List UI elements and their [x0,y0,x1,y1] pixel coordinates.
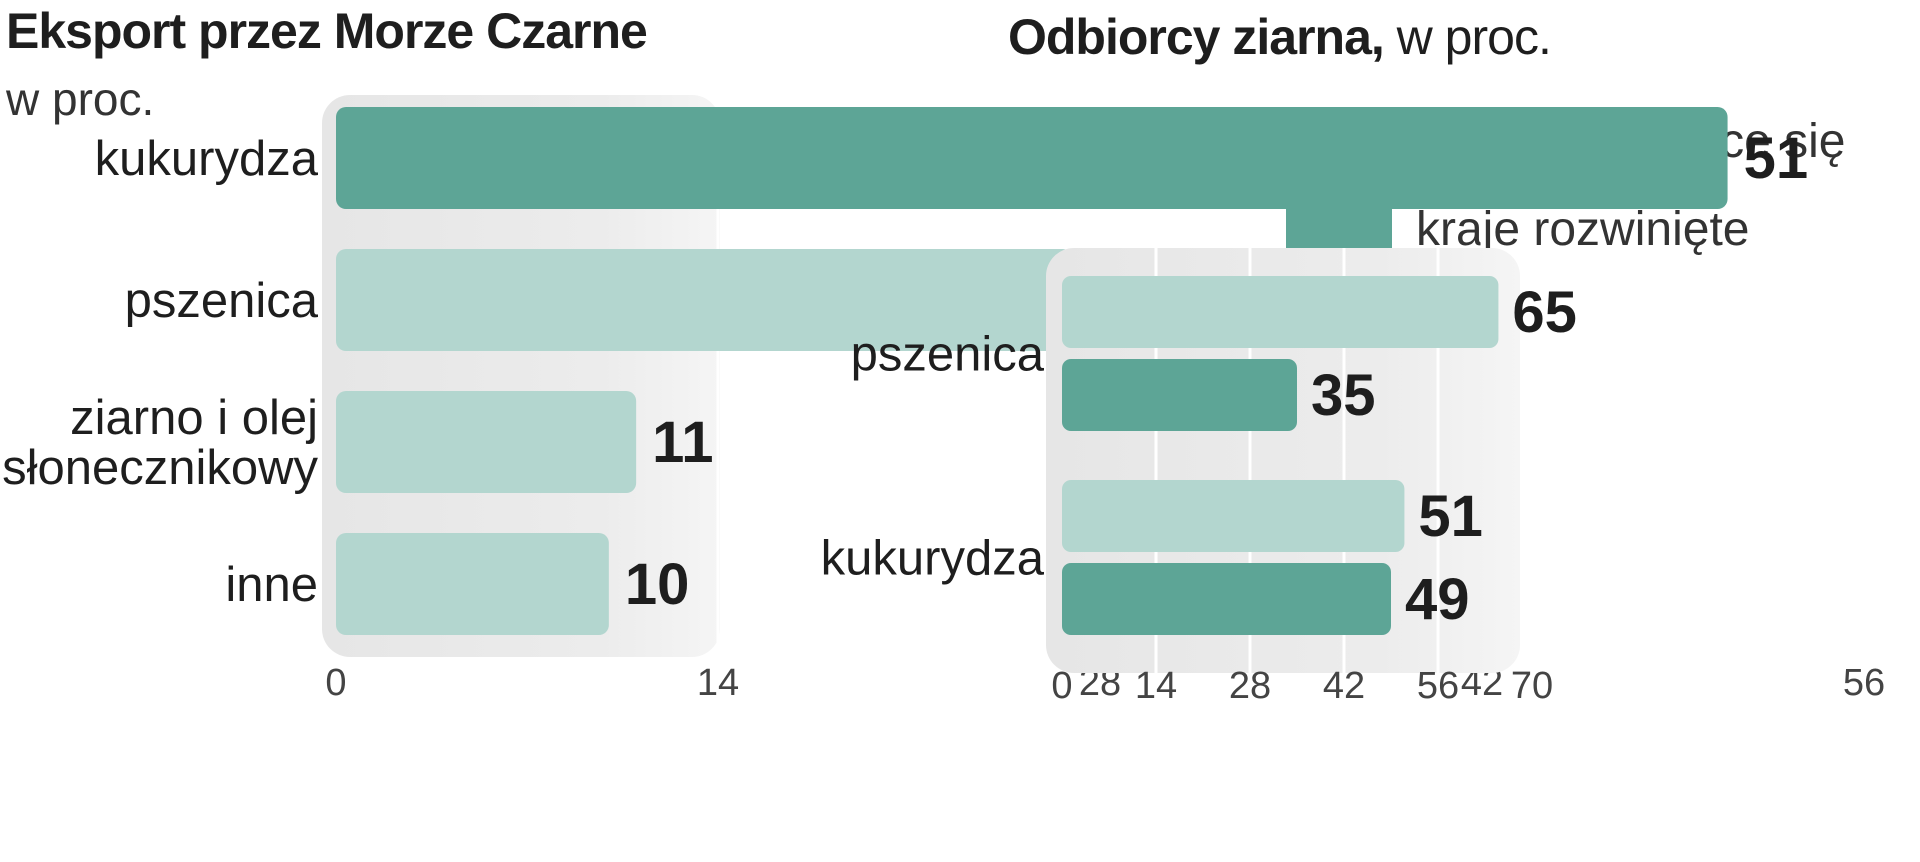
chart2-title-main: Odbiorcy ziarna, [1008,9,1385,65]
chart1-panel [322,95,720,657]
chart2-tick-label: 70 [1511,665,1553,707]
chart2-value-label: 35 [1311,363,1376,428]
chart2-value-label: 49 [1405,567,1470,632]
chart2-title: Odbiorcy ziarna, w proc. [1008,8,1552,66]
chart1-tick-label: 14 [697,662,739,704]
chart1-value-label: 11 [652,410,713,475]
chart1-tick-label: 0 [325,662,346,704]
chart1-subtitle: w proc. [6,73,155,125]
chart2-bar [1062,563,1391,635]
chart1-category-label: ziarno i olej [70,391,318,445]
chart2-title-unit: w proc. [1383,9,1552,65]
chart1-category-label: inne [225,558,318,612]
chart2-value-label: 65 [1512,280,1577,345]
legend-label-developed: kraje rozwinięte [1416,202,1750,256]
chart1-category-label: słonecznikowy [2,441,318,495]
chart2-tick-label: 0 [1051,665,1072,707]
chart1-value-label: 51 [1744,126,1809,191]
chart2-value-label: 51 [1418,484,1483,549]
chart1-bar [336,391,637,493]
chart2-category-label: pszenica [851,328,1045,382]
chart2-tick-label: 56 [1417,665,1459,707]
chart1-bar [336,107,1728,209]
chart2-tick-label: 14 [1135,665,1177,707]
chart2-category-label: kukurydza [821,532,1045,586]
chart1-category-label: pszenica [125,274,319,328]
chart1-bar [336,533,609,635]
chart1-tick-label: 56 [1843,662,1885,704]
chart2-bar [1062,276,1499,348]
chart2-tick-label: 28 [1229,665,1271,707]
chart1-title: Eksport przez Morze Czarne [6,3,648,59]
chart1-bar [336,249,1073,351]
chart1-value-label: 10 [625,552,690,617]
chart2-tick-label: 42 [1323,665,1365,707]
chart2-bar [1062,480,1405,552]
chart2-bar [1062,359,1297,431]
chart1-category-label: kukurydza [95,132,319,186]
